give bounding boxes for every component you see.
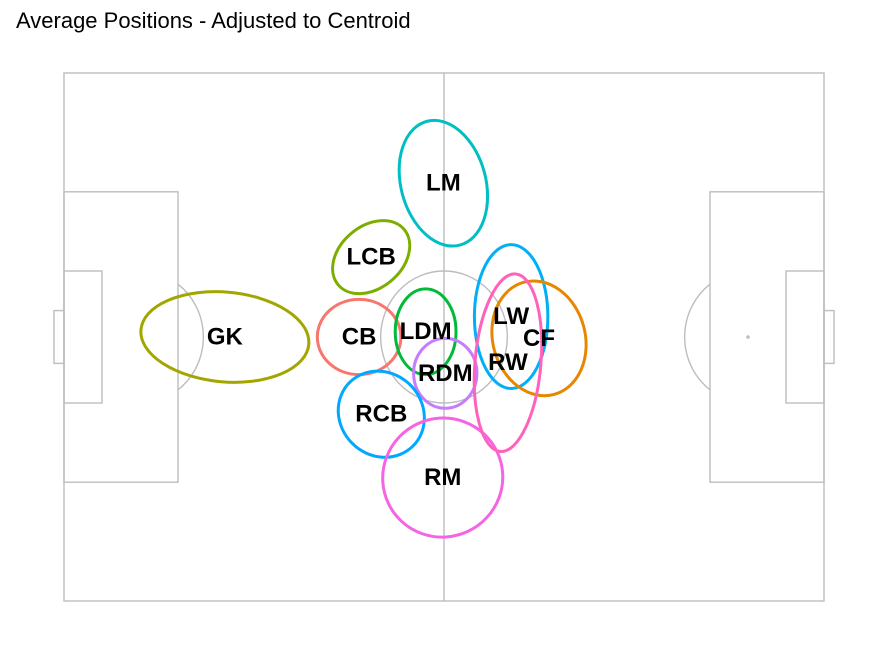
- right-penalty-arc: [684, 283, 711, 391]
- left-goal: [53, 309, 65, 365]
- pitch-markings: [53, 72, 835, 602]
- chart-title: Average Positions - Adjusted to Centroid: [16, 8, 411, 33]
- position-label-lw: LW: [493, 303, 529, 330]
- position-ellipse-ldm: [393, 287, 458, 377]
- position-ellipse-rw: [472, 272, 544, 454]
- right-goal: [823, 309, 835, 365]
- position-label-rcb: RCB: [355, 401, 407, 428]
- position-ellipses: [139, 118, 588, 539]
- right-penalty-spot: [746, 335, 750, 339]
- position-ellipse-gk: [139, 290, 311, 384]
- position-ellipse-rcb: [336, 369, 426, 459]
- right-penalty-area: [709, 191, 825, 483]
- right-six-yard-box: [785, 270, 825, 404]
- position-label-cf: CF: [523, 325, 555, 352]
- centre-circle: [379, 270, 509, 404]
- position-ellipse-lm: [397, 118, 490, 248]
- position-label-lm: LM: [426, 170, 461, 197]
- position-ellipse-cf: [490, 279, 588, 398]
- position-ellipse-lcb: [331, 219, 412, 296]
- left-penalty-area: [63, 191, 179, 483]
- position-ellipse-rdm: [412, 336, 479, 410]
- position-ellipse-lw: [472, 243, 550, 390]
- position-label-ldm: LDM: [400, 318, 452, 345]
- position-label-rdm: RDM: [418, 360, 473, 387]
- position-label-gk: GK: [207, 324, 244, 351]
- left-six-yard-box: [63, 270, 103, 404]
- position-label-rm: RM: [424, 464, 461, 491]
- position-label-cb: CB: [342, 324, 377, 351]
- position-label-rw: RW: [488, 349, 528, 376]
- position-label-lcb: LCB: [347, 244, 396, 271]
